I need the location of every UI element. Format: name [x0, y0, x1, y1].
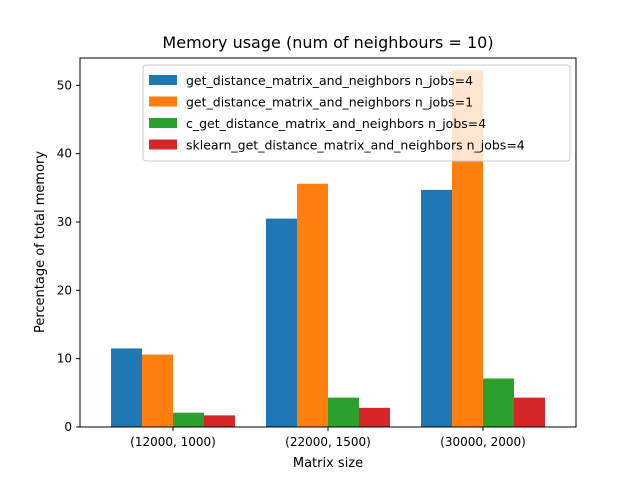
chart-title: Memory usage (num of neighbours = 10) — [162, 33, 493, 52]
y-axis-ticks: 0 10 20 30 40 50 — [57, 78, 80, 434]
y-tick-label: 50 — [57, 78, 72, 92]
x-tick-label: (12000, 1000) — [130, 435, 216, 449]
legend: get_distance_matrix_and_neighbors n_jobs… — [142, 64, 571, 162]
y-tick-label: 30 — [57, 215, 72, 229]
bar-series4-cat1 — [204, 415, 235, 427]
legend-box — [142, 64, 571, 162]
y-tick-label: 20 — [57, 283, 72, 297]
legend-swatch — [149, 118, 177, 128]
legend-entry: c_get_distance_matrix_and_neighbors n_jo… — [186, 116, 486, 131]
legend-swatch — [149, 75, 177, 85]
bar-series2-cat2 — [297, 183, 328, 427]
bar-series2-cat1 — [142, 354, 173, 427]
bar-series3-cat3 — [483, 378, 514, 427]
x-tick-label: (22000, 1500) — [285, 435, 371, 449]
x-tick-label: (30000, 2000) — [440, 435, 526, 449]
legend-swatch — [149, 96, 177, 107]
y-tick-label: 10 — [57, 352, 72, 366]
x-axis-label: Matrix size — [293, 456, 363, 471]
bar-series4-cat2 — [359, 407, 390, 427]
bar-series1-cat3 — [421, 189, 452, 427]
y-axis-label: Percentage of total memory — [33, 151, 48, 333]
bar-series1-cat2 — [266, 218, 297, 427]
y-tick-label: 0 — [64, 420, 72, 434]
bar-series4-cat3 — [514, 397, 545, 427]
bar-series3-cat2 — [328, 397, 359, 427]
y-tick-label: 40 — [57, 147, 72, 161]
x-axis-ticks: (12000, 1000) (22000, 1500) (30000, 2000) — [130, 427, 526, 449]
legend-swatch — [149, 139, 177, 150]
legend-entry: get_distance_matrix_and_neighbors n_jobs… — [186, 95, 473, 110]
bar-series1-cat1 — [111, 348, 142, 427]
legend-entry: sklearn_get_distance_matrix_and_neighbor… — [186, 138, 525, 153]
bar-series3-cat1 — [173, 412, 204, 427]
legend-entry: get_distance_matrix_and_neighbors n_jobs… — [186, 73, 473, 88]
plot-frame — [79, 57, 577, 428]
